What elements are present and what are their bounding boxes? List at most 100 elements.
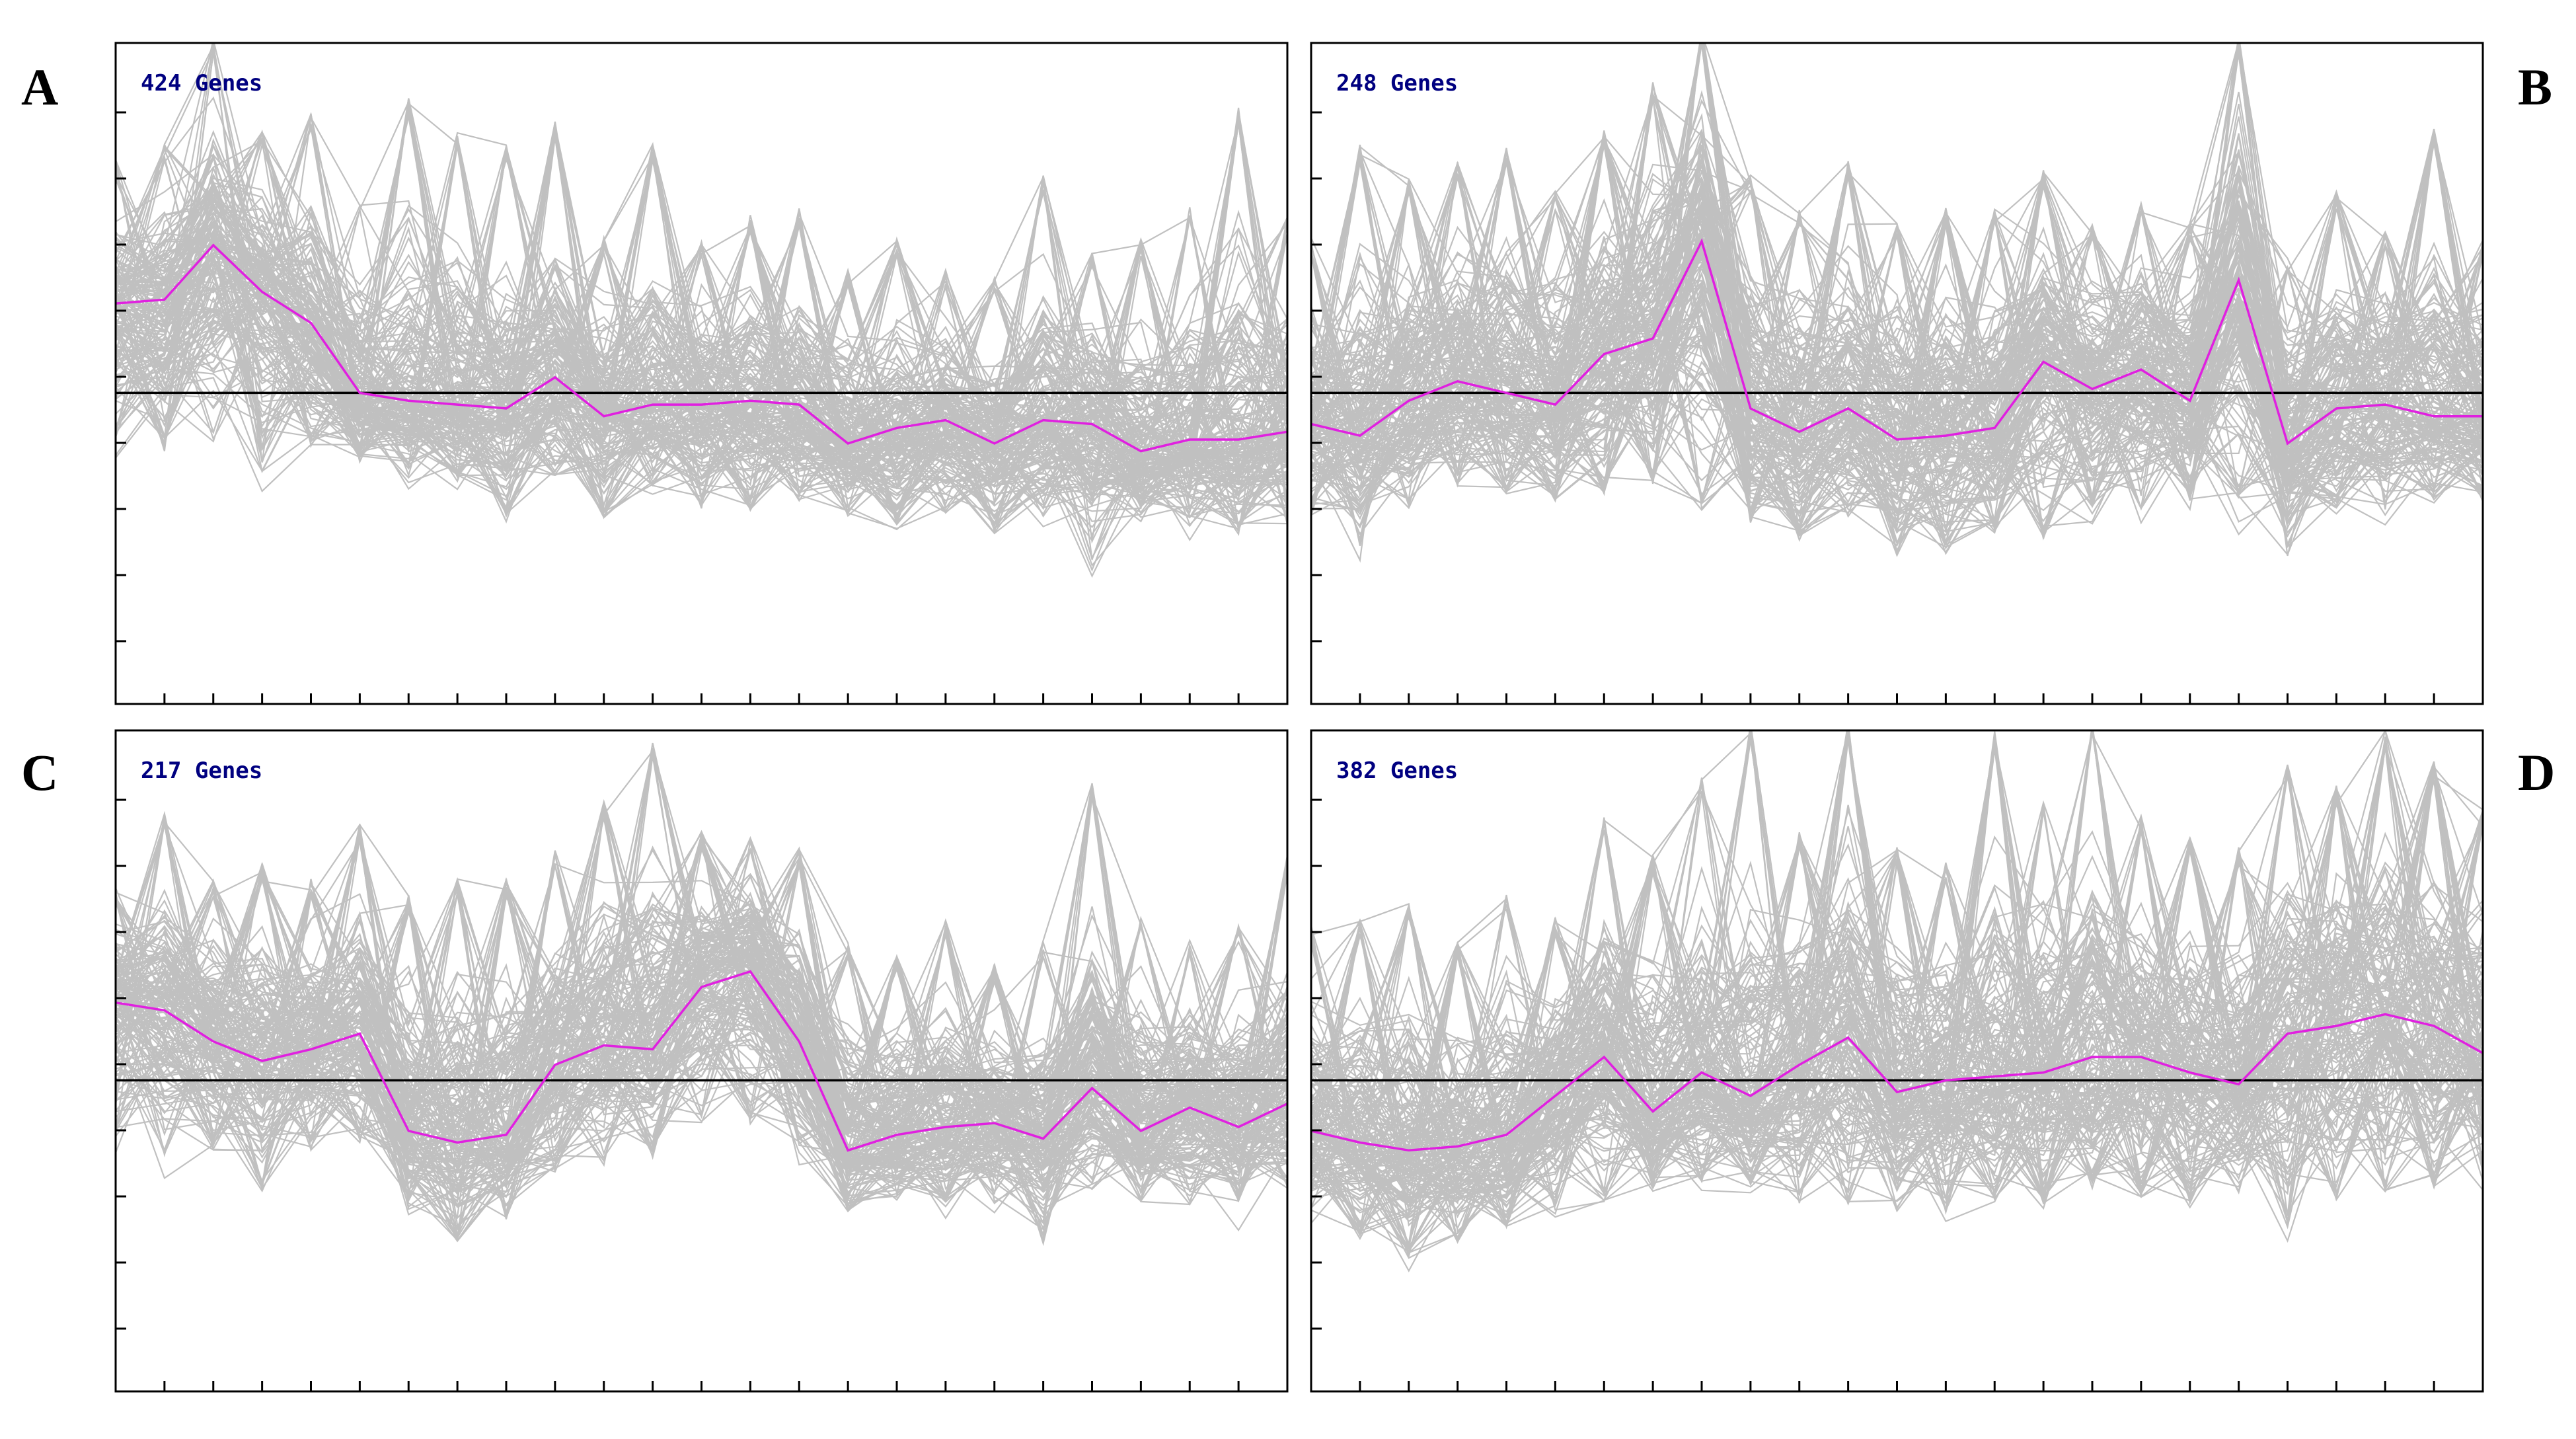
gene-profile-line: [1311, 836, 2483, 1224]
gene-profile-line: [116, 913, 1287, 1200]
gene-profile-line: [1311, 740, 2483, 1089]
gene-profile-line: [1311, 825, 2483, 1227]
gene-profile-line: [1311, 162, 2483, 532]
gene-profile-line: [116, 842, 1287, 1205]
gene-profile-line: [116, 113, 1287, 524]
gene-profile-line: [116, 157, 1287, 435]
gene-profile-line: [1311, 797, 2483, 1200]
panel-letter-d: D: [2518, 744, 2555, 801]
gene-profile-line: [116, 218, 1287, 536]
gene-profile-line: [1311, 748, 2483, 1159]
gene-profile-line: [1311, 832, 2483, 1170]
gene-profile-line: [1311, 849, 2483, 1194]
gene-profile-line: [1311, 739, 2483, 1224]
plot-area-a: [114, 43, 1289, 704]
gene-profile-line: [1311, 133, 2483, 535]
gene-profile-line: [116, 208, 1287, 485]
plot-frame-b: [1310, 42, 2484, 705]
plot-area-c: [114, 742, 1289, 1391]
gene-profile-line: [1311, 136, 2483, 438]
gene-profile-line: [1311, 742, 2483, 1204]
gene-profile-line: [116, 911, 1287, 1187]
gene-profile-line: [116, 145, 1287, 488]
gene-profile-line: [116, 793, 1287, 1151]
gene-profile-line: [116, 127, 1287, 428]
gene-profile-line: [116, 847, 1287, 1178]
gene-profile-line: [116, 830, 1287, 1136]
gene-profile-line: [1311, 217, 2483, 542]
gene-profile-line: [116, 154, 1287, 500]
gene-profile-line: [116, 903, 1287, 1146]
gene-profile-line: [1311, 128, 2483, 490]
gene-profile-line: [1311, 866, 2483, 1183]
gene-profile-line: [1311, 865, 2483, 1183]
gene-profile-line: [116, 970, 1287, 1178]
plot-frame-d: [1310, 729, 2484, 1393]
gene-profile-line: [116, 822, 1287, 1151]
gene-profile-line: [1311, 306, 2483, 547]
gene-profile-line: [1311, 176, 2483, 502]
gene-profile-line: [116, 836, 1287, 1180]
gene-profile-line: [1311, 98, 2483, 511]
gene-profile-line: [116, 126, 1287, 524]
gene-profile-line: [1311, 767, 2483, 1163]
chart-panel-d: 382 Genes: [1310, 729, 2484, 1393]
gene-profile-line: [1311, 98, 2483, 477]
gene-profile-line: [1311, 922, 2483, 1160]
gene-profile-line: [116, 251, 1287, 481]
gene-profile-line: [116, 863, 1287, 1247]
gene-profile-line: [1311, 762, 2483, 1217]
gene-profile-line: [116, 394, 1287, 522]
gene-profile-line: [116, 154, 1287, 454]
gene-profile-line: [116, 1018, 1287, 1207]
gene-profile-line: [116, 911, 1287, 1239]
gene-profile-line: [116, 846, 1287, 1194]
gene-profile-line: [116, 931, 1287, 1232]
gene-profile-line: [116, 748, 1287, 1238]
gene-profile-line: [116, 927, 1287, 1190]
gene-profile-line: [1311, 334, 2483, 499]
gene-profile-line: [1311, 43, 2483, 495]
plot-area-d: [1310, 730, 2484, 1391]
mean-profile-line-a: [115, 243, 1288, 453]
gene-profile-line: [116, 207, 1287, 483]
chart-panel-a: 424 Genes: [114, 42, 1289, 705]
gene-profile-line: [1311, 913, 2483, 1204]
gene-profile-line: [1311, 865, 2483, 1103]
chart-panel-b: 248 Genes: [1310, 42, 2484, 705]
plot-frame-c: [114, 729, 1289, 1393]
gene-profile-line: [116, 260, 1287, 518]
gene-profile-line: [1311, 178, 2483, 480]
gene-profiles-b: [1311, 43, 2483, 563]
gene-profile-line: [1311, 830, 2483, 1203]
gene-profile-line: [116, 136, 1287, 504]
gene-profile-line: [1311, 810, 2483, 1208]
gene-profile-line: [1311, 864, 2483, 1224]
panel-letter-c: C: [21, 744, 58, 801]
gene-profile-line: [1311, 954, 2483, 1246]
gene-profile-line: [116, 783, 1287, 1166]
gene-profile-line: [116, 152, 1287, 473]
gene-profile-line: [1311, 744, 2483, 1235]
gene-profile-line: [116, 798, 1287, 1169]
gene-profile-line: [1311, 847, 2483, 1206]
gene-count-label-b: 248 Genes: [1336, 70, 1458, 97]
gene-profile-line: [1311, 161, 2483, 434]
gene-profile-line: [116, 130, 1287, 503]
panel-letter-a: A: [21, 58, 58, 116]
gene-profile-line: [1311, 175, 2483, 502]
gene-profile-line: [116, 933, 1287, 1202]
gene-profile-line: [1311, 284, 2483, 505]
gene-profile-line: [1311, 884, 2483, 1128]
gene-profile-line: [1311, 159, 2483, 451]
gene-profile-line: [116, 112, 1287, 509]
plot-frame-a: [114, 42, 1289, 705]
gene-profile-line: [1311, 206, 2483, 529]
gene-profile-line: [116, 139, 1287, 512]
gene-profile-line: [116, 222, 1287, 519]
gene-count-label-d: 382 Genes: [1336, 758, 1458, 784]
chart-panel-c: 217 Genes: [114, 729, 1289, 1393]
gene-profile-line: [116, 245, 1287, 463]
gene-profile-line: [116, 44, 1287, 509]
